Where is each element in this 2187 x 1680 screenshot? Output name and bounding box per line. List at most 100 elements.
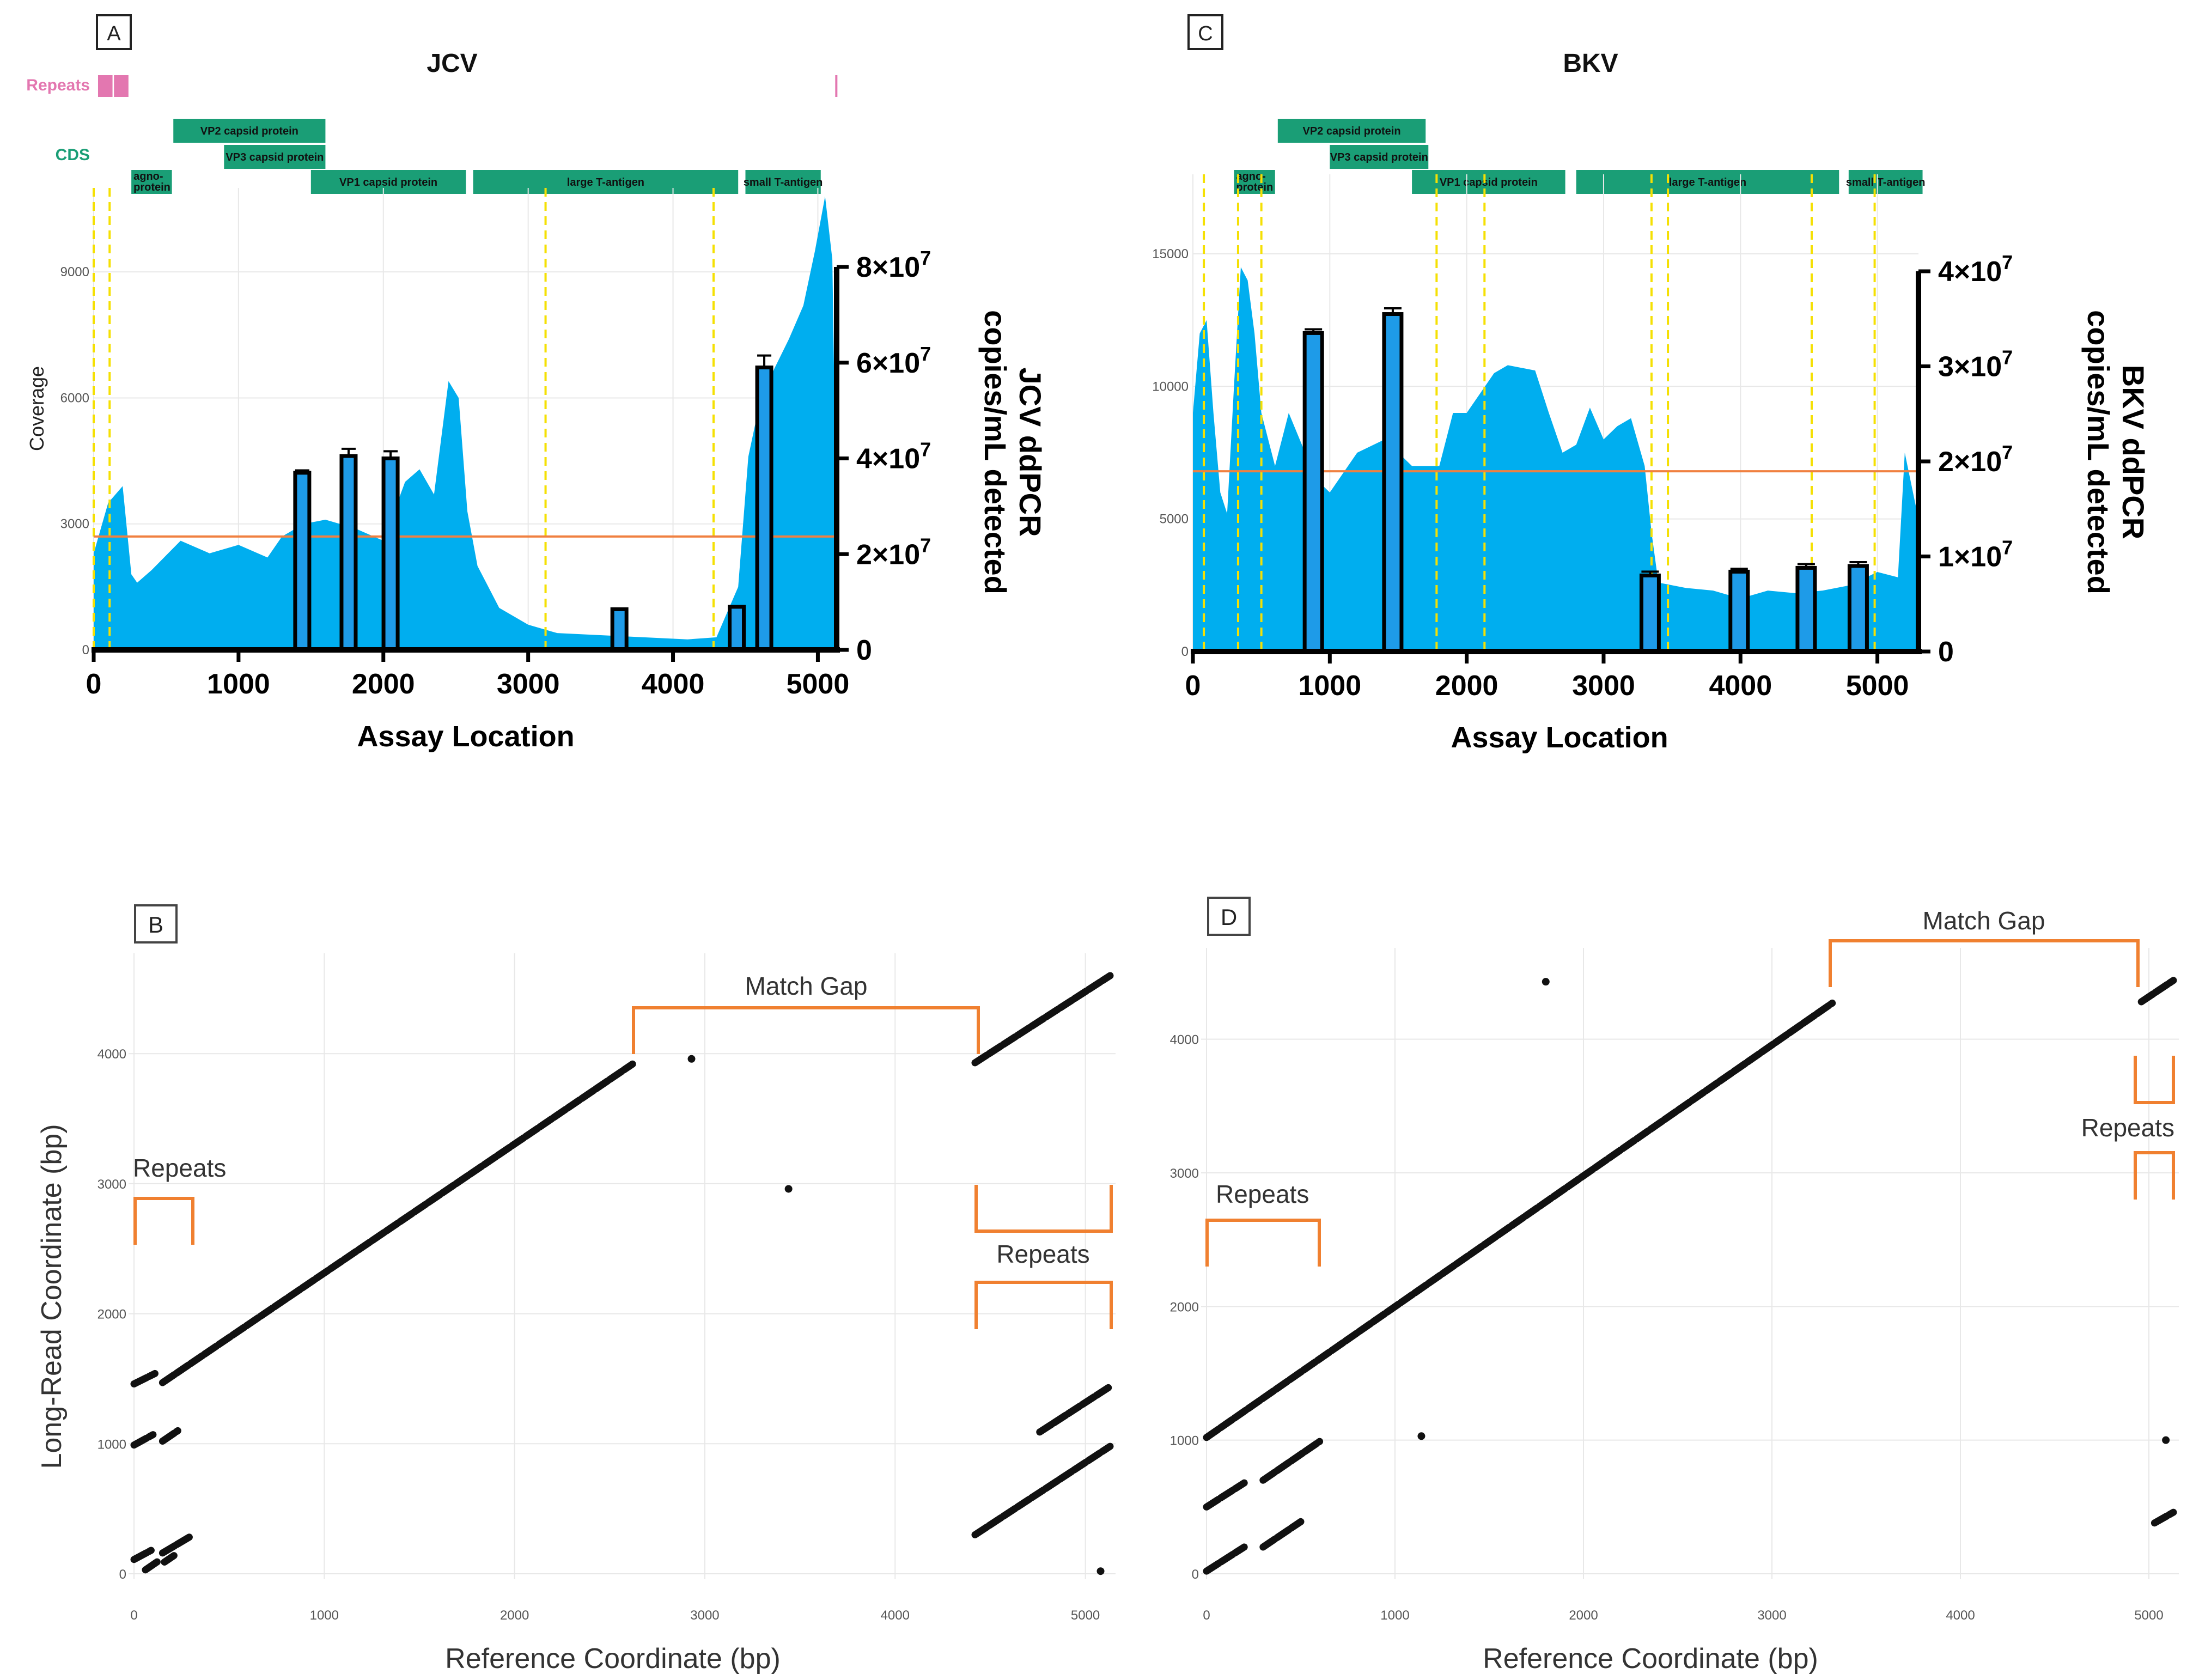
x-tick-label: 4000 [881,1608,910,1623]
x-tick-label: 4000 [1946,1608,1975,1623]
panel-c: C BKV VP2 capsid protein VP3 capsid prote… [1152,14,2151,754]
y-right-tick-label: 1×107 [1938,537,2013,573]
panel-label-a: A [107,22,121,45]
repeats-bracket-right-bottom [974,1281,1113,1329]
x-ticks-c: 0 1000 2000 3000 4000 5000 [1185,652,1909,702]
y-left-tick-label: 10000 [1152,379,1189,394]
ddpcr-bar [1639,573,1661,654]
panel-a: A JCV Repeats CDS VP2 capsid protein VP3 … [26,14,1047,753]
repeat-block [98,75,113,97]
y-tick-label: 0 [119,1567,126,1582]
ddpcr-bar [1847,564,1869,654]
y-right-tick-label: 0 [856,635,872,666]
alignment-segment [1259,1518,1305,1551]
y-left-ticks-a: 0 3000 6000 9000 [60,265,89,658]
panel-label-box-d [1207,897,1251,936]
match-gap-bracket [632,1006,980,1054]
alignment-segment [130,1431,157,1449]
cds-label: large T-antigen [1669,176,1746,188]
cds-box [131,170,172,194]
cds-label: VP1 capsid protein [339,176,437,188]
x-tick-label: 5000 [2134,1608,2163,1623]
y-ticks-d: 0 1000 2000 3000 4000 [1170,1033,1199,1582]
cds-label: large T-antigen [567,176,644,188]
alignment-segment [130,1547,155,1563]
alignment-point [1542,978,1550,986]
y-left-tick-label: 0 [1181,644,1189,659]
alignment-points-b [687,1055,1105,1575]
cds-label: VP2 capsid protein [1303,125,1401,137]
cds-track-c: VP2 capsid protein VP3 capsid protein agno… [1234,119,1925,194]
grid-b [129,953,1116,1579]
x-tick-label: 0 [130,1608,137,1623]
repeats-label-right: Repeats [996,1240,1089,1268]
x-axis-label-d: Reference Coordinate (bp) [1483,1643,1818,1675]
y-axis-label-b: Long-Read Coordinate (bp) [36,1124,68,1469]
x-tick-label: 1000 [1380,1608,1409,1623]
y-left-tick-label: 9000 [60,265,89,279]
y-tick-label: 0 [1192,1567,1199,1582]
alignment-segment [971,1442,1114,1538]
y-right-tick-label: 0 [1938,636,1954,668]
alignment-segment [142,1557,162,1574]
y-tick-label: 3000 [1170,1166,1199,1181]
cds-track-label: CDS [56,146,90,164]
cds-box [224,145,326,169]
match-gap-label: Match Gap [745,972,868,1000]
cds-label: VP3 capsid protein [1330,151,1428,163]
y-tick-label: 4000 [98,1047,126,1062]
x-tick-label: 0 [1185,670,1201,702]
y-left-tick-label: 5000 [1160,512,1189,527]
cds-box [745,170,821,194]
alignment-segment [159,1060,636,1386]
assay-guides-c [1203,174,1876,652]
ddpcr-bar [1382,312,1404,654]
x-tick-label: 4000 [1709,670,1772,702]
y-tick-label: 3000 [98,1177,126,1192]
x-tick-label: 1000 [207,668,270,700]
repeat-block [835,75,838,97]
y-tick-label: 2000 [1170,1300,1199,1314]
y-axis-label-right-c: BKV ddPCRcopies/mL detected [2081,310,2151,594]
repeats-bracket-left [1205,1219,1321,1267]
y-right-tick-label: 2×107 [856,534,931,570]
repeats-label-left: Repeats [1216,1180,1309,1208]
x-tick-label: 5000 [1071,1608,1100,1623]
ddpcr-bar [610,607,629,652]
cds-label: agno-protein [1236,171,1273,193]
y-right-ticks-a: 0 2×107 4×107 6×107 8×107 [837,247,931,666]
cds-label: agno-protein [133,171,170,193]
alignment-segments-b [130,972,1114,1574]
y-right-tick-label: 3×107 [1938,346,2013,383]
x-axis-label-c: Assay Location [1451,721,1668,754]
ddpcr-bar [1302,331,1324,654]
x-tick-label: 5000 [1846,670,1909,702]
x-tick-label: 4000 [642,668,705,700]
y-axis-label-left-a: Coverage [26,366,48,451]
x-tick-label: 3000 [1757,1608,1786,1623]
match-gap-label: Match Gap [1923,906,2045,935]
cds-label: VP3 capsid protein [226,151,324,163]
x-tick-label: 2000 [352,668,415,700]
x-tick-label: 2000 [500,1608,529,1623]
y-left-tick-label: 3000 [60,517,89,532]
cds-label: small T-antigen [744,176,823,188]
y-ticks-b: 0 1000 2000 3000 4000 [98,1047,126,1582]
ddpcr-bars-a [293,354,773,652]
cds-box [1848,170,1923,194]
ddpcr-bar [755,366,773,652]
match-gap-bracket [1829,939,2140,987]
alignment-segment [1203,999,1836,1441]
repeats-bracket-left [133,1197,194,1245]
repeats-label-left: Repeats [133,1154,226,1182]
ddpcr-bar [293,471,312,652]
x-axis-label-b: Reference Coordinate (bp) [445,1643,781,1675]
repeats-bracket-right-bottom [2134,1151,2175,1200]
cds-label: VP2 capsid protein [200,125,298,137]
x-ticks-d: 0 1000 2000 3000 4000 5000 [1203,1608,2163,1623]
y-left-tick-label: 6000 [60,391,89,405]
cds-track-a: VP2 capsid protein VP3 capsid protein agno… [131,119,823,194]
panel-label-box-a [96,14,132,50]
alignment-segment [1259,1438,1324,1484]
ddpcr-bar [728,605,746,652]
